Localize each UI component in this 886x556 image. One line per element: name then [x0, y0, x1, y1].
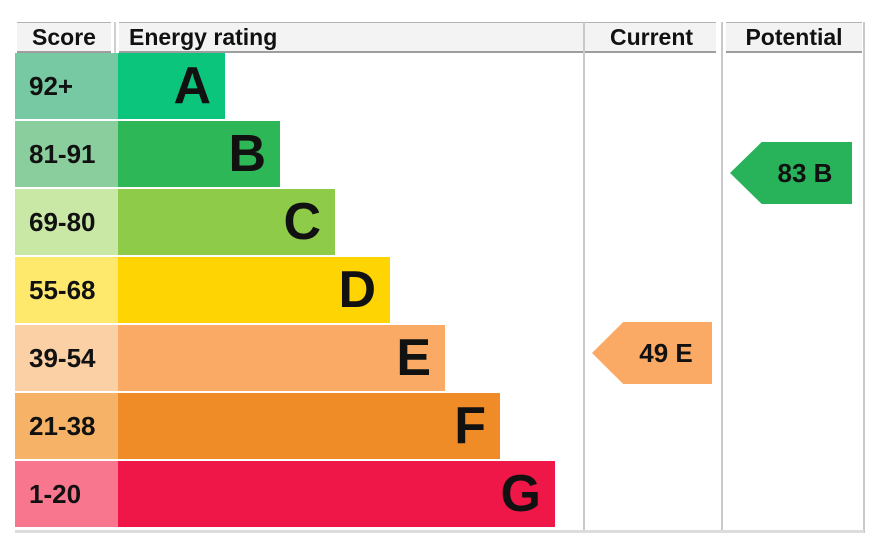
potential-rating-arrow: 83 B [730, 142, 852, 204]
column-header-potential: Potential [726, 22, 862, 53]
rating-letter: G [500, 465, 541, 523]
score-range-label: 1-20 [15, 461, 118, 527]
column-header-score: Score [17, 22, 111, 53]
column-header-current: Current [587, 22, 716, 53]
rating-bar-e: E [118, 325, 445, 391]
rating-letter: A [173, 57, 211, 115]
score-range-label: 81-91 [15, 121, 118, 187]
column-header-energy-rating: Energy rating [119, 22, 588, 53]
current-column-divider [583, 22, 585, 533]
score-range-label: 92+ [15, 53, 118, 119]
score-range-label: 39-54 [15, 325, 118, 391]
score-range-label: 55-68 [15, 257, 118, 323]
score-range-label: 21-38 [15, 393, 118, 459]
rating-letter: F [454, 397, 486, 455]
rating-letter: C [283, 193, 321, 251]
right-edge-line [863, 22, 865, 533]
bottom-border-line [15, 530, 864, 533]
potential-column-divider [721, 22, 723, 533]
rating-bar-d: D [118, 257, 390, 323]
rating-bar-g: G [118, 461, 555, 527]
current-rating-arrow: 49 E [592, 322, 712, 384]
rating-bar-c: C [118, 189, 335, 255]
rating-bar-a: A [118, 53, 225, 119]
header-divider-line [114, 22, 116, 53]
rating-letter: E [396, 329, 431, 387]
rating-letter: D [338, 261, 376, 319]
rating-bar-b: B [118, 121, 280, 187]
rating-bar-f: F [118, 393, 500, 459]
score-range-label: 69-80 [15, 189, 118, 255]
rating-letter: B [228, 125, 266, 183]
